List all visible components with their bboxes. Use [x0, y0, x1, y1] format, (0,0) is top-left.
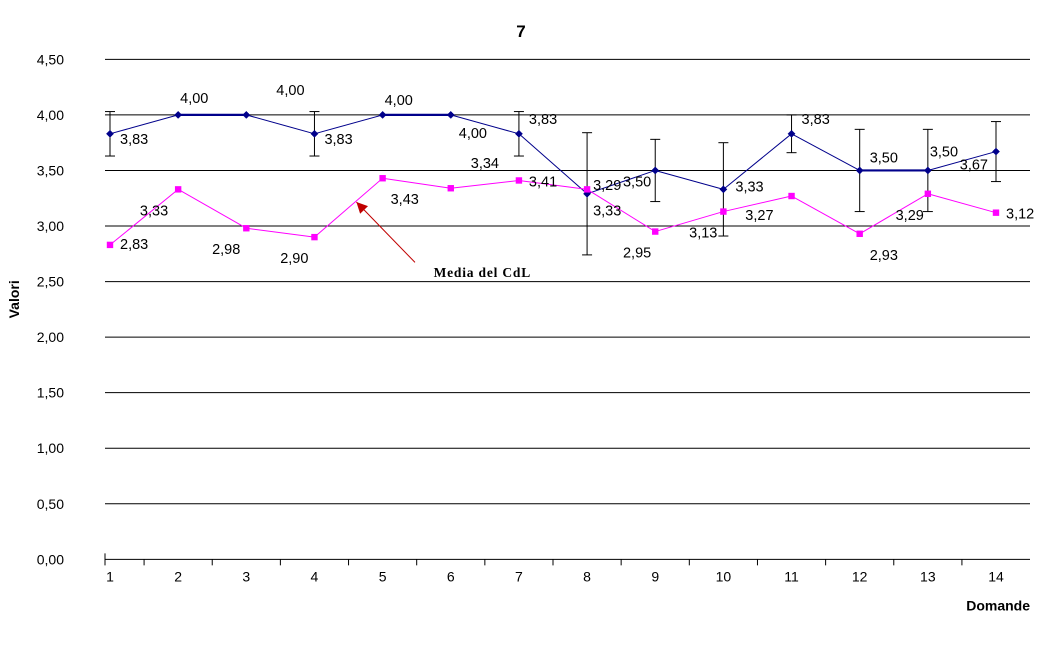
- svg-text:1,50: 1,50: [37, 385, 64, 401]
- svg-text:0,50: 0,50: [37, 496, 64, 512]
- svg-text:4,50: 4,50: [37, 51, 64, 67]
- svg-text:0,00: 0,00: [37, 551, 64, 567]
- svg-text:3,33: 3,33: [593, 203, 621, 219]
- svg-text:3,29: 3,29: [896, 208, 924, 224]
- svg-text:3,83: 3,83: [802, 112, 830, 128]
- svg-text:5: 5: [379, 568, 387, 584]
- svg-text:2,93: 2,93: [870, 248, 898, 264]
- svg-text:8: 8: [583, 568, 591, 584]
- svg-text:3,27: 3,27: [745, 208, 773, 224]
- svg-text:7: 7: [516, 22, 525, 41]
- svg-text:7: 7: [515, 568, 523, 584]
- svg-text:4,00: 4,00: [459, 126, 487, 142]
- svg-text:2: 2: [174, 568, 182, 584]
- svg-text:3,50: 3,50: [37, 162, 64, 178]
- svg-text:13: 13: [920, 568, 936, 584]
- svg-text:3,12: 3,12: [1006, 207, 1034, 223]
- svg-text:4: 4: [311, 568, 319, 584]
- svg-text:2,95: 2,95: [623, 246, 651, 262]
- svg-text:3,41: 3,41: [529, 174, 557, 190]
- svg-text:3: 3: [242, 568, 250, 584]
- svg-text:4,00: 4,00: [37, 107, 64, 123]
- svg-text:3,67: 3,67: [960, 158, 988, 174]
- svg-text:10: 10: [716, 568, 732, 584]
- svg-text:3,34: 3,34: [471, 156, 499, 172]
- svg-text:4,00: 4,00: [180, 91, 208, 107]
- svg-text:3,29: 3,29: [593, 178, 621, 194]
- svg-text:6: 6: [447, 568, 455, 584]
- svg-text:Domande: Domande: [966, 597, 1030, 613]
- svg-text:3,50: 3,50: [930, 144, 958, 160]
- svg-text:2,98: 2,98: [212, 242, 240, 258]
- svg-text:1,00: 1,00: [37, 440, 64, 456]
- svg-text:1: 1: [106, 568, 114, 584]
- svg-text:12: 12: [852, 568, 868, 584]
- svg-text:3,83: 3,83: [529, 112, 557, 128]
- svg-text:2,50: 2,50: [37, 274, 64, 290]
- svg-text:3,33: 3,33: [735, 179, 763, 195]
- svg-text:3,83: 3,83: [120, 132, 148, 148]
- svg-text:3,50: 3,50: [870, 150, 898, 166]
- svg-text:3,83: 3,83: [324, 132, 352, 148]
- svg-text:3,13: 3,13: [689, 226, 717, 242]
- svg-text:2,83: 2,83: [120, 237, 148, 253]
- svg-text:Media del CdL: Media del CdL: [434, 265, 531, 280]
- svg-text:2,90: 2,90: [280, 251, 308, 267]
- svg-text:4,00: 4,00: [385, 93, 413, 109]
- svg-text:3,43: 3,43: [391, 192, 419, 208]
- svg-text:14: 14: [988, 568, 1004, 584]
- svg-text:3,50: 3,50: [623, 174, 651, 190]
- svg-text:Valori: Valori: [6, 280, 22, 318]
- svg-text:11: 11: [784, 568, 799, 584]
- svg-text:9: 9: [651, 568, 659, 584]
- svg-text:4,00: 4,00: [276, 83, 304, 99]
- svg-text:2,00: 2,00: [37, 329, 64, 345]
- svg-text:3,00: 3,00: [37, 218, 64, 234]
- svg-text:3,33: 3,33: [140, 203, 168, 219]
